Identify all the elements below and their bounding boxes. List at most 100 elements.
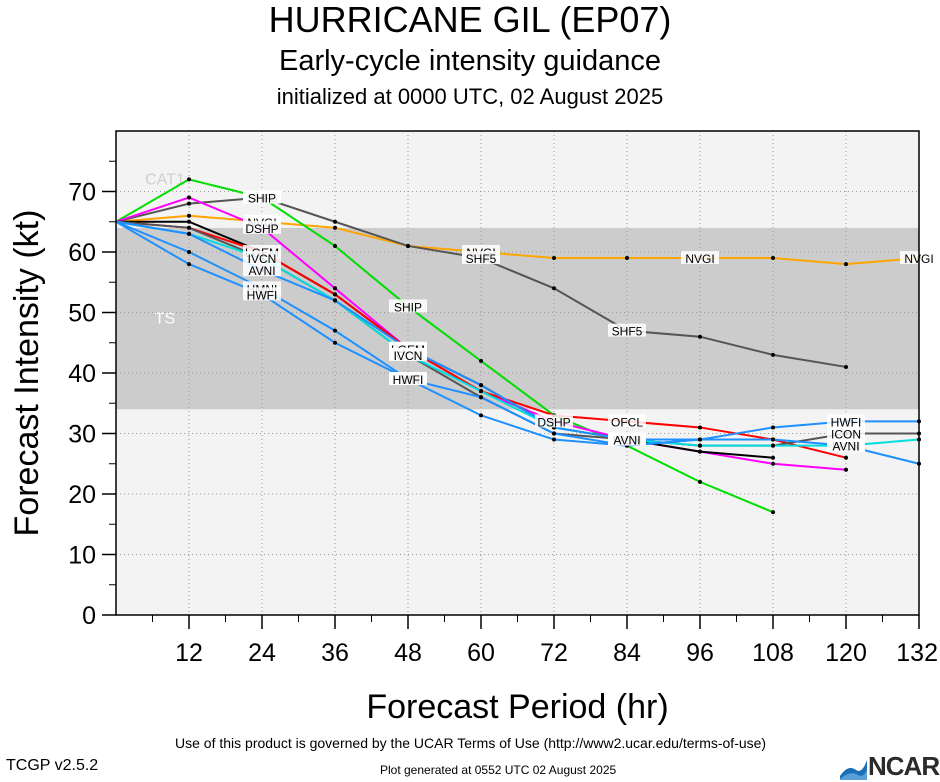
band-label-cat1: CAT1 [145,171,185,188]
series-label-bg [243,251,281,265]
data-point-ivcn [771,443,775,448]
x-tick-label: 108 [752,639,794,667]
series-label-bg [243,220,281,234]
data-point-ofcl [333,292,337,297]
data-point-ship [698,479,702,484]
data-point-shf5 [771,352,775,357]
series-label-ivcn: IVCN [248,252,277,266]
series-label-dshp: DSHP [245,222,278,236]
data-point-ship [187,177,191,182]
series-label-bg [827,438,865,452]
data-point-ivcn [698,443,702,448]
band-label-ts: TS [155,311,175,328]
series-label-ship: SHIP [394,300,422,314]
series-label-ofcl: OFCL [611,415,643,429]
series-label-bg [389,347,427,361]
data-point-hmni [333,328,337,333]
x-axis-title: Forecast Period (hr) [366,688,668,726]
generated-timestamp: Plot generated at 0552 UTC 02 August 202… [380,763,617,777]
ncar-logo: NCAR [838,750,940,781]
series-label-bg [462,251,500,265]
y-tick-label: 60 [68,239,96,267]
data-point-ofcl [698,425,702,430]
terms-of-use-text: Use of this product is governed by the U… [175,735,767,751]
data-point-nvgi [625,256,629,261]
y-tick-label: 10 [68,542,96,570]
x-tick-label: 36 [321,639,349,667]
series-label-dshp: DSHP [537,415,570,429]
data-point-avni [771,437,775,442]
data-point-hwfi [552,437,556,442]
data-point-ship [333,243,337,248]
data-point-ship [479,358,483,363]
data-point-shf5 [333,219,337,224]
data-point-hwfi [771,425,775,430]
series-label-avni: AVNI [248,264,275,278]
y-tick-label: 20 [68,481,96,509]
data-point-avni [333,298,337,303]
series-label-bg [608,432,646,446]
series-label-avni: AVNI [613,434,640,448]
series-label-bg [535,414,573,428]
series-label-bg [827,414,865,428]
data-point-nvgi [333,225,337,230]
y-tick-label: 50 [68,300,96,328]
data-point-nvgi [844,262,848,267]
series-label-icon: ICON [831,428,861,442]
series-label-avni: AVNI [832,440,859,454]
data-point-ofcl [844,455,848,460]
data-point-avni [479,383,483,388]
x-tick-label: 60 [467,639,495,667]
data-point-shf5 [187,201,191,206]
series-label-bg [681,251,719,265]
data-point-dshp [771,461,775,466]
data-point-hmni [187,250,191,254]
x-tick-label: 24 [248,639,276,667]
series-label-bg [389,372,427,386]
data-point-lgem [698,449,702,454]
x-tick-label: 72 [540,639,568,667]
series-label-bg [827,426,865,440]
series-label-bg [243,263,281,277]
data-point-nvgi [552,256,556,261]
init-time: initialized at 0000 UTC, 02 August 2025 [276,84,664,109]
data-point-ivcn [479,389,483,394]
data-point-hwfi [479,413,483,418]
y-tick-label: 40 [68,360,96,388]
y-axis-title: Forecast Intensity (kt) [8,210,46,537]
series-label-nvgi: NVGI [685,252,714,266]
data-point-dshp [187,195,191,200]
series-label-bg [389,299,427,313]
y-tick-label: 0 [82,602,96,630]
data-point-dshp [844,467,848,472]
data-point-hwfi [187,262,191,267]
data-point-nvgi [187,213,191,218]
series-label-bg [608,323,646,337]
series-label-bg [243,190,281,204]
data-point-lgem [771,455,775,460]
x-tick-label: 120 [825,639,867,667]
data-point-shf5 [844,364,848,369]
band-cat1 [116,131,919,228]
data-point-avni [187,231,191,236]
y-tick-label: 70 [68,179,96,207]
chart-title: HURRICANE GIL (EP07) [268,0,672,40]
series-label-hwfi: HWFI [393,373,424,387]
x-tick-label: 48 [394,639,422,667]
x-tick-label: 84 [613,639,641,667]
data-point-dshp [333,286,337,291]
version-label: TCGP v2.5.2 [6,757,99,774]
x-tick-label: 12 [175,639,203,667]
series-label-ivcn: IVCN [394,349,423,363]
series-label-hwfi: HWFI [831,415,862,429]
data-point-nvgi [771,256,775,261]
data-point-lgem [187,219,191,224]
series-label-bg [608,414,646,428]
data-point-hmni [479,395,483,400]
data-point-shf5 [552,286,556,291]
ncar-wave-icon [840,760,867,780]
series-label-bg [243,287,281,301]
data-point-hmni [552,431,556,436]
series-label-shf5: SHF5 [466,252,497,266]
